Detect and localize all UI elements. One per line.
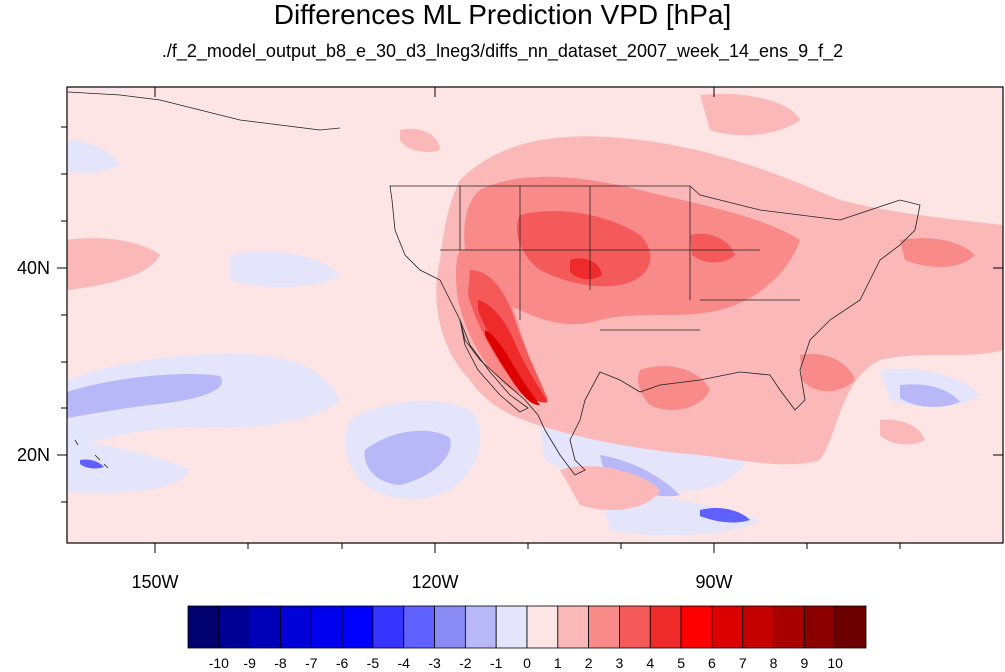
positive-max-regions [478, 258, 602, 403]
colorbar-label: -7 [305, 655, 318, 671]
colorbar-label: -5 [367, 655, 380, 671]
colorbar-label: -2 [459, 655, 472, 671]
colorbar-swatch [742, 605, 774, 649]
colorbar-label: -10 [209, 655, 229, 671]
lat-label-40n: 40N [17, 258, 50, 278]
colorbar-swatch [249, 605, 281, 649]
colorbar-swatch [680, 605, 713, 649]
colorbar-swatch [557, 605, 590, 649]
colorbar-swatch [711, 605, 744, 649]
colorbar-swatch [803, 605, 836, 649]
coastlines [67, 91, 921, 476]
lat-ticks [57, 126, 1003, 503]
colorbar-swatch [619, 605, 651, 649]
lon-label-90w: 90W [695, 572, 732, 592]
colorbar-label: 2 [585, 655, 593, 671]
lon-label-120w: 120W [411, 572, 458, 592]
colorbar-label: -6 [336, 655, 349, 671]
lon-ticks [154, 87, 901, 553]
colorbar-label: 4 [646, 655, 654, 671]
colorbar-label: 8 [770, 655, 778, 671]
plot-subtitle: ./f_2_model_output_b8_e_30_d3_lneg3/diff… [161, 41, 844, 61]
colorbar-swatch [310, 605, 343, 649]
plot-title: Differences ML Prediction VPD [hPa] [273, 0, 732, 30]
colorbar-label: 9 [800, 655, 808, 671]
colorbar-swatch [495, 605, 528, 649]
colorbar-swatch [649, 605, 682, 649]
lon-label-150w: 150W [131, 572, 178, 592]
lat-label-20n: 20N [17, 445, 50, 465]
colorbar-swatch [280, 605, 312, 649]
colorbar-swatch [434, 605, 466, 649]
colorbar-swatch [588, 605, 620, 649]
negative-mid-regions [67, 373, 960, 497]
colorbar-label: 1 [554, 655, 562, 671]
colorbar: -10 -9 -8 -7 -6 -5 -4 -3 -2 -1 0 1 2 3 4 5 6 7 8 9 10 [187, 605, 867, 671]
colorbar-label: -8 [274, 655, 287, 671]
colorbar-label: 10 [827, 655, 843, 671]
colorbar-label: 3 [616, 655, 624, 671]
colorbar-swatch [403, 605, 435, 649]
colorbar-label: 6 [708, 655, 716, 671]
colorbar-label: 0 [523, 655, 531, 671]
colorbar-swatch [187, 605, 220, 649]
colorbar-swatch [773, 605, 805, 649]
positive-extreme-regions [485, 330, 540, 406]
vpd-difference-field [67, 87, 1003, 543]
colorbar-label: 7 [739, 655, 747, 671]
colorbar-swatch [372, 605, 405, 649]
colorbar-swatch [834, 605, 867, 649]
colorbar-label: -9 [243, 655, 256, 671]
colorbar-swatch [464, 605, 497, 649]
colorbar-label: 5 [677, 655, 685, 671]
colorbar-label: -3 [428, 655, 441, 671]
colorbar-swatch [218, 605, 251, 649]
colorbar-label: -1 [490, 655, 503, 671]
colorbar-swatch [526, 605, 559, 649]
colorbar-swatch [341, 605, 374, 649]
colorbar-label: -4 [398, 655, 411, 671]
